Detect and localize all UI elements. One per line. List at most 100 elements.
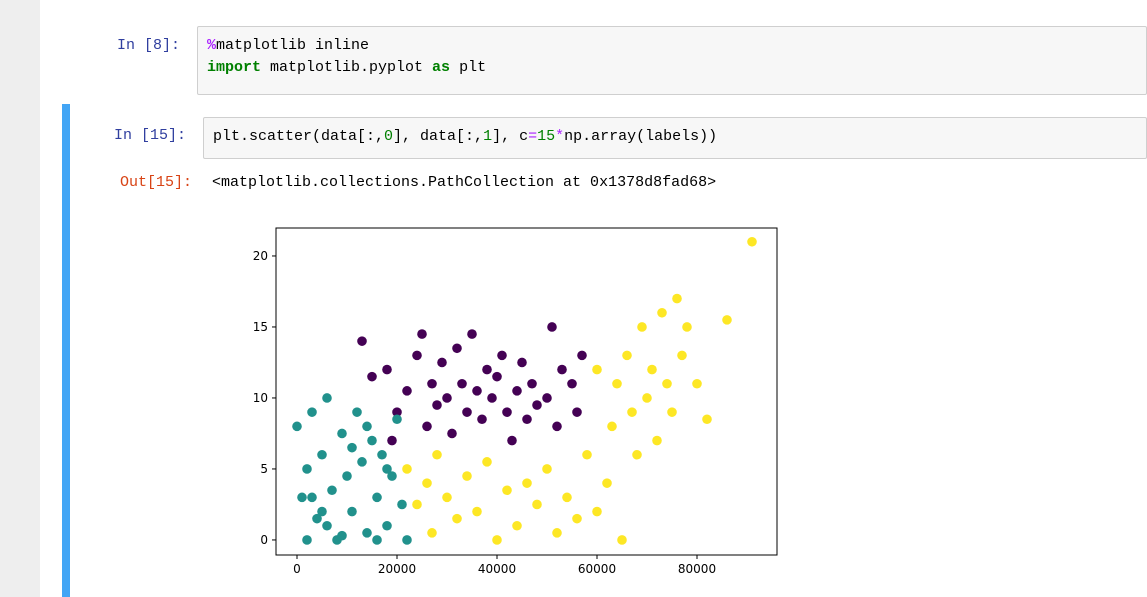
point: [317, 506, 327, 517]
x-tick-label: 40000: [478, 562, 516, 576]
point: [387, 435, 397, 446]
point: [652, 435, 662, 446]
point: [572, 407, 582, 417]
point: [502, 407, 512, 417]
code-token: *: [555, 128, 565, 145]
code-token: 1: [483, 128, 493, 145]
point: [472, 386, 482, 396]
point: [677, 350, 687, 361]
y-tick-label: 5: [260, 462, 268, 476]
y-tick-label: 0: [260, 533, 268, 547]
point: [382, 364, 392, 375]
output-text: <matplotlib.collections.PathCollection a…: [212, 174, 717, 191]
point: [502, 485, 512, 496]
point: [312, 513, 322, 524]
point: [507, 435, 517, 446]
code-token: np.array(labels)): [564, 128, 718, 145]
point: [662, 378, 672, 389]
point: [387, 471, 397, 481]
point: [462, 407, 472, 417]
point: [447, 428, 457, 439]
point: [462, 471, 472, 481]
point: [562, 492, 572, 503]
point: [532, 499, 542, 510]
point: [622, 350, 632, 361]
point: [322, 393, 332, 403]
point: [347, 506, 357, 517]
point: [572, 513, 582, 524]
point: [357, 336, 367, 346]
output-prompt: Out[15]:: [119, 174, 192, 191]
point: [427, 378, 437, 389]
point: [367, 371, 377, 382]
point: [317, 449, 327, 460]
point: [682, 322, 692, 332]
code-token: ], data[:,: [393, 128, 484, 145]
point: [522, 414, 532, 425]
point: [427, 528, 437, 538]
point: [522, 478, 532, 488]
point: [592, 506, 602, 517]
x-tick-label: 20000: [378, 562, 416, 576]
point: [607, 421, 617, 432]
point: [322, 520, 332, 531]
point: [327, 485, 337, 496]
point: [632, 449, 642, 460]
point: [382, 464, 392, 474]
point: [647, 364, 657, 375]
x-tick-label: 0: [293, 562, 301, 576]
point: [397, 499, 407, 510]
point: [542, 464, 552, 474]
point: [692, 378, 702, 389]
point: [582, 449, 592, 460]
point: [437, 357, 447, 368]
code-token: plt: [450, 59, 487, 76]
point: [362, 528, 372, 538]
code-token: ], c: [492, 128, 529, 145]
point: [392, 414, 402, 425]
point: [372, 535, 382, 545]
point: [347, 442, 357, 453]
point: [452, 343, 462, 354]
point: [362, 421, 372, 432]
code-cell[interactable]: plt.scatter(data[:,0], data[:,1], c=15*n…: [203, 117, 1147, 159]
code-token: matplotlib.pyplot: [261, 59, 433, 76]
point: [637, 322, 647, 332]
point: [337, 428, 347, 439]
point: [577, 350, 587, 361]
point: [307, 407, 317, 417]
point: [392, 407, 402, 417]
point: [297, 492, 307, 503]
point: [492, 535, 502, 545]
point: [617, 535, 627, 545]
point: [472, 506, 482, 517]
point: [722, 315, 732, 325]
point: [382, 520, 392, 531]
point: [672, 293, 682, 304]
point: [532, 400, 542, 410]
point: [302, 464, 312, 474]
x-tick-label: 80000: [678, 562, 716, 576]
x-tick-label: 60000: [578, 562, 616, 576]
code-cell[interactable]: %matplotlib inline import matplotlib.pyp…: [197, 26, 1147, 95]
point: [612, 378, 622, 389]
point: [702, 414, 712, 425]
point: [292, 421, 302, 432]
point: [642, 393, 652, 403]
point: [412, 350, 422, 361]
code-token: %: [207, 37, 217, 54]
point: [302, 535, 312, 545]
point: [452, 513, 462, 524]
point: [627, 407, 637, 417]
code-token: 0: [384, 128, 394, 145]
point: [657, 307, 667, 318]
point: [482, 457, 492, 467]
selection-bar: [62, 104, 70, 597]
point: [357, 457, 367, 467]
point: [517, 357, 527, 368]
point: [432, 400, 442, 410]
point: [432, 449, 442, 460]
code-token: 15: [537, 128, 556, 145]
point: [402, 535, 412, 545]
point: [422, 478, 432, 488]
